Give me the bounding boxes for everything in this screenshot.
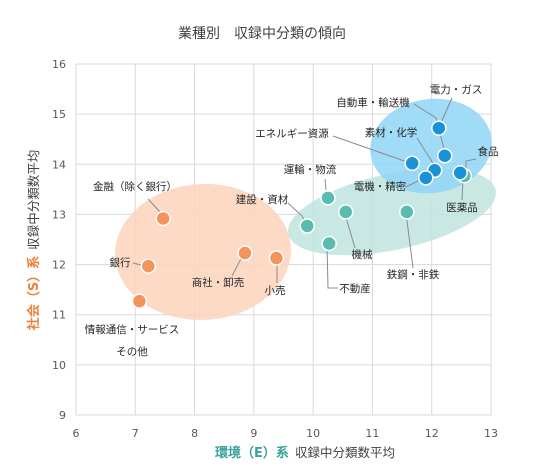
scatter-point-orange [140,258,157,274]
leader-line [147,198,163,215]
y-tick-label: 10 [52,359,66,372]
scatter-point-blue [418,170,434,186]
y-tick-labels: 9 10 11 12 13 14 15 16 [52,58,66,422]
leader-line [324,178,327,191]
y-tick-label: 12 [52,259,66,272]
y-axis-title-accent: 社会（S）系 [26,256,42,331]
data-label: 不動産 [339,282,371,295]
scatter-point-blue [404,155,420,172]
scatter-point-orange [155,210,171,227]
x-tick-label: 6 [73,427,80,440]
scatter-point-teal [299,218,315,234]
scatter-point-blue [437,148,453,164]
data-label: 銀行 [110,256,131,269]
x-tick-labels: 6 7 8 9 10 11 12 13 [73,427,499,440]
data-label: 医薬品 [446,202,478,214]
y-tick-label: 16 [52,58,66,71]
scatter-point-orange [131,293,148,309]
leader-line [413,103,446,154]
data-label: 電力・ガス [430,83,483,96]
data-label: エネルギー資源 [255,127,329,140]
x-tick-label: 10 [306,427,320,440]
data-label: 情報通信・サービス [85,323,180,336]
y-tick-label: 14 [52,158,66,171]
scatter-point-teal [338,204,354,220]
leader-line [344,213,356,249]
x-tick-label: 7 [132,427,139,440]
scatter-point-teal [320,190,336,206]
scatter-point-blue [452,165,468,181]
data-points [131,120,473,309]
x-tick-label: 11 [365,427,379,440]
y-tick-label: 11 [52,309,66,322]
y-tick-label: 13 [52,208,66,221]
scatter-point-teal [399,204,415,220]
leader-line [326,244,338,289]
data-label: 自動車・輸送機 [336,96,410,109]
data-label: 素材・化学 [365,126,418,139]
scatter-point-blue [431,120,447,136]
x-tick-label: 13 [484,427,498,440]
data-label: 食品 [478,145,499,158]
chart-title: 業種別 収録中分類の傾向 [178,26,346,42]
y-tick-label: 9 [59,409,66,422]
data-label: 電機・精密 [354,180,407,193]
y-axis-title: 社会（S）系 収録中分類数平均 [26,150,42,331]
data-label: 鉄鋼・非鉄 [387,268,440,281]
data-label: 商社・卸売 [192,276,245,289]
x-axis-title-accent: 環境（E）系 [215,445,289,461]
data-label: 機械 [352,248,373,261]
data-label: 運輸・物流 [284,163,337,176]
data-label: 建設・資材 [236,193,289,206]
x-axis-title-rest: 収録中分類数平均 [295,445,395,460]
data-label: 小売 [265,284,286,297]
x-tick-label: 9 [250,427,257,440]
leader-line [332,135,411,164]
leader-line [405,212,414,269]
data-label-line2: その他 [116,345,148,358]
y-axis-title-rest: 収録中分類数平均 [26,150,41,250]
scatter-point-teal [321,235,337,252]
scatter-point-orange [237,245,253,261]
leader-line [439,97,453,126]
data-label: 金融（除く銀行） [93,180,177,193]
x-tick-label: 8 [191,427,198,440]
scatter-point-orange [268,250,285,266]
x-tick-label: 12 [425,427,439,440]
y-tick-label: 15 [52,108,66,121]
x-axis-title: 環境（E）系 収録中分類数平均 [215,445,395,461]
